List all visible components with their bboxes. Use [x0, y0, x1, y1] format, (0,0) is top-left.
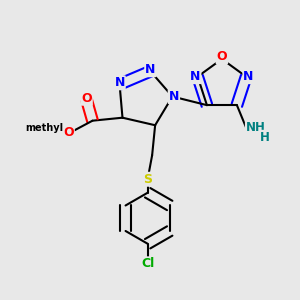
Text: N: N: [169, 90, 179, 103]
Text: S: S: [143, 173, 152, 186]
Text: N: N: [190, 70, 200, 83]
Text: N: N: [243, 70, 254, 83]
Text: methyl: methyl: [26, 123, 64, 133]
Text: O: O: [217, 50, 227, 63]
Text: H: H: [260, 131, 270, 144]
Text: O: O: [81, 92, 92, 105]
Text: N: N: [114, 76, 125, 89]
Text: N: N: [145, 63, 156, 76]
Text: NH: NH: [246, 121, 266, 134]
Text: Cl: Cl: [141, 257, 154, 270]
Text: O: O: [63, 126, 74, 139]
